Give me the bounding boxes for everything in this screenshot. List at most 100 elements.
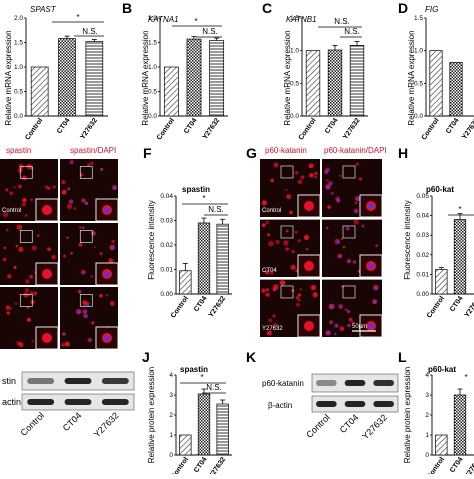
roi-box	[342, 285, 356, 299]
channel-label-1: spastin	[6, 146, 31, 155]
cell-signal	[66, 203, 73, 210]
cell-signal	[286, 194, 292, 200]
y-tick-label: 0.00	[160, 291, 173, 298]
protein-band	[316, 380, 337, 386]
y-tick-label: 0.05	[416, 193, 429, 200]
y-tick-label: 2.0	[148, 15, 157, 22]
nucleus-signal	[80, 227, 82, 229]
nucleus-signal	[356, 197, 360, 201]
inset-nucleus	[368, 263, 374, 269]
nucleus-signal	[77, 310, 81, 314]
nucleus-signal	[348, 311, 351, 313]
bar-control	[179, 434, 192, 456]
cell-signal	[265, 288, 270, 292]
nucleus-signal	[336, 197, 340, 201]
y-tick-label: 0.0	[290, 113, 299, 120]
y-tick-label: 2	[169, 412, 173, 419]
nucleus-signal	[70, 200, 73, 204]
y-axis-label: Fluorescence intensity	[147, 200, 156, 280]
cell-signal	[264, 269, 270, 275]
y-tick-label: 1.5	[148, 40, 157, 47]
x-tick-label: CT04	[449, 456, 465, 474]
bar-control	[435, 434, 448, 456]
row-label-control: Control	[262, 208, 281, 214]
cell-signal	[297, 293, 302, 297]
bar-y27632	[349, 45, 365, 117]
bar-ct04	[453, 394, 467, 456]
band-label-spastin: stin	[2, 376, 16, 386]
x-tick-label: CT04	[445, 117, 461, 135]
bar-control	[429, 50, 443, 117]
panel-c: C KATNB1 Relative mRNA expression 0.0 0.5…	[262, 0, 368, 142]
y-tick-label: 3	[169, 392, 173, 399]
nucleus-signal	[82, 271, 86, 275]
channel-label-2: spastin/DAPI	[70, 146, 116, 155]
y-tick-label: 0.01	[416, 271, 429, 278]
gene-title: KATNB1	[286, 15, 317, 24]
bar-ct04	[453, 219, 467, 295]
scale-bar-label: 50μm	[84, 351, 99, 357]
gene-title: FIG	[425, 5, 438, 14]
lane-labels: Control CT04 Y27632	[304, 412, 389, 441]
sig-mark: *	[194, 17, 197, 26]
nucleus-signal	[71, 252, 73, 255]
cell-signal	[268, 318, 273, 323]
actin-band	[373, 401, 394, 407]
cell-signal	[290, 264, 296, 270]
channel-label-2: p60-katanin/DAPI	[324, 146, 387, 155]
nucleus-signal	[86, 202, 88, 205]
sig-mark: *	[202, 194, 205, 203]
cell-signal	[108, 258, 114, 264]
protein-band	[101, 378, 129, 384]
x-tick-label: CT04	[193, 295, 209, 313]
cell-signal	[6, 308, 9, 311]
ns-mark: N.S.	[202, 27, 218, 36]
y-tick-label: 0	[169, 452, 173, 459]
cell-signal	[327, 205, 331, 209]
bar-chart-katanin-fluorescence: 0.00 0.01 0.02 0.03 0.04 0.05 Control CT04 Y2763…	[416, 193, 474, 320]
y-tick-label: 1	[425, 432, 429, 439]
y-tick-label: 0.03	[416, 232, 429, 239]
panel-g: G p60-katanin p60-katanin/DAPI Control C…	[246, 145, 400, 338]
ns-mark: N.S.	[82, 27, 98, 36]
cell-signal	[308, 163, 314, 169]
cell-signal	[61, 342, 66, 347]
bar-control	[30, 66, 49, 117]
cell-signal	[339, 326, 345, 332]
cell-signal	[273, 322, 278, 327]
panel-l: L p60-kat Relative protein expression 0 1…	[398, 349, 474, 479]
inset-nucleus	[368, 203, 374, 209]
cell-signal	[273, 162, 279, 168]
cell-signal	[13, 265, 17, 269]
cell-signal	[29, 274, 34, 279]
y-axis-label: Relative mRNA expression	[141, 30, 150, 125]
cell-signal	[61, 189, 67, 195]
bar-control	[163, 66, 179, 117]
x-tick-label: Control	[298, 117, 318, 141]
cell-signal	[18, 246, 24, 252]
cell-signal	[31, 340, 34, 343]
y-tick-label: 0.03	[160, 218, 173, 225]
panel-letter: H	[398, 145, 408, 161]
western-blot-spastin	[27, 378, 129, 405]
bar-ct04	[197, 222, 211, 295]
western-blot-katanin	[316, 380, 394, 407]
y-tick-label: 4	[425, 372, 429, 379]
y-tick-label: 1.0	[414, 48, 423, 55]
cell-signal	[47, 247, 51, 252]
nucleus-signal	[330, 305, 334, 309]
cell-signal	[265, 292, 270, 297]
x-tick-label: Y27632	[464, 295, 474, 319]
panel-letter: K	[246, 349, 256, 365]
cell-signal	[294, 171, 299, 175]
nucleus-signal	[373, 300, 377, 304]
y-axis-label: Relative mRNA expression	[283, 30, 292, 125]
cell-signal	[272, 314, 276, 318]
x-tick-label: Control	[156, 117, 176, 141]
nucleus-signal	[345, 309, 347, 311]
x-tick-label: Control	[170, 295, 190, 319]
x-tick-label: CT04	[56, 117, 72, 135]
cell-signal	[295, 269, 298, 273]
nucleus-signal	[113, 186, 117, 190]
